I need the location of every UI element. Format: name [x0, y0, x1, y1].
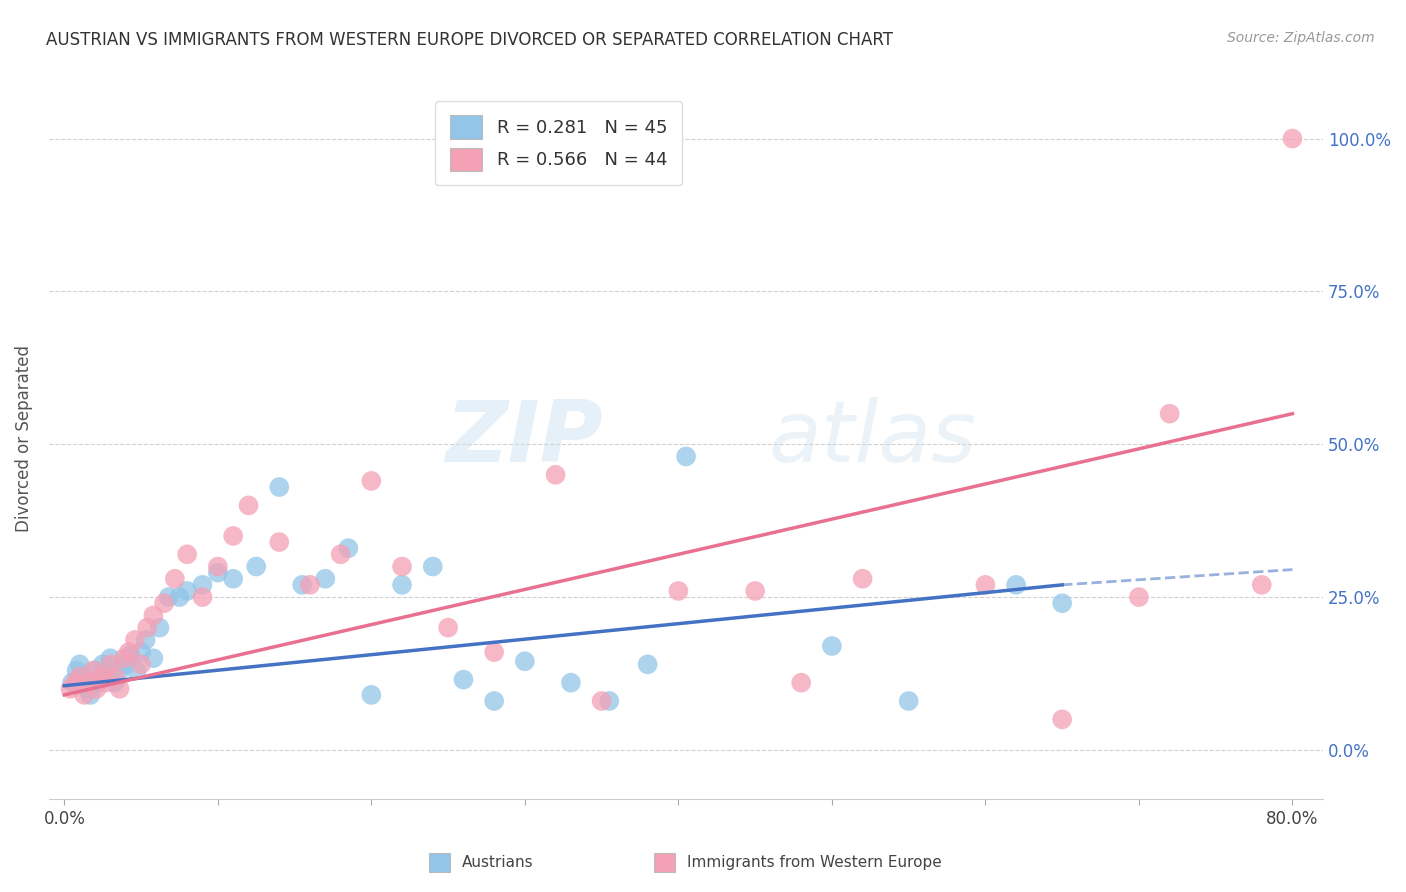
Point: [191, 578, 214, 592]
Point: [222, 529, 245, 543]
Point: [129, 657, 152, 672]
Point: [207, 566, 229, 580]
Point: [69, 657, 91, 672]
Point: [112, 651, 135, 665]
Point: [124, 632, 146, 647]
Point: [65, 664, 87, 678]
Point: [135, 632, 157, 647]
Point: [94, 675, 117, 690]
Bar: [654, 853, 675, 872]
Point: [148, 621, 170, 635]
Point: [1250, 578, 1272, 592]
Point: [1128, 590, 1150, 604]
Point: [482, 694, 505, 708]
Point: [360, 474, 382, 488]
Point: [60, 675, 83, 690]
Point: [63, 675, 86, 690]
Point: [176, 547, 198, 561]
Point: [142, 651, 165, 665]
Point: [821, 639, 844, 653]
Point: [852, 572, 875, 586]
Point: [1159, 407, 1181, 421]
Point: [245, 559, 267, 574]
Point: [974, 578, 997, 592]
Point: [744, 584, 766, 599]
Text: Austrians: Austrians: [461, 855, 533, 870]
Point: [391, 578, 413, 592]
Point: [437, 621, 460, 635]
Point: [329, 547, 352, 561]
Point: [114, 657, 136, 672]
Point: [298, 578, 321, 592]
Y-axis label: Divorced or Separated: Divorced or Separated: [15, 344, 32, 532]
Point: [337, 541, 360, 556]
Point: [84, 664, 107, 678]
Text: Immigrants from Western Europe: Immigrants from Western Europe: [686, 855, 942, 870]
Point: [59, 681, 82, 696]
Point: [453, 673, 475, 687]
Point: [157, 590, 180, 604]
Point: [897, 694, 920, 708]
Point: [104, 669, 127, 683]
Point: [176, 584, 198, 599]
Text: ZIP: ZIP: [446, 397, 603, 480]
Point: [108, 681, 131, 696]
Point: [269, 480, 291, 494]
Point: [666, 584, 689, 599]
Point: [100, 651, 122, 665]
Point: [86, 681, 108, 696]
Point: [73, 688, 96, 702]
Point: [191, 590, 214, 604]
Point: [1050, 712, 1073, 726]
Text: AUSTRIAN VS IMMIGRANTS FROM WESTERN EUROPE DIVORCED OR SEPARATED CORRELATION CHA: AUSTRIAN VS IMMIGRANTS FROM WESTERN EURO…: [46, 31, 893, 49]
Point: [314, 572, 336, 586]
Point: [391, 559, 413, 574]
Point: [87, 675, 110, 690]
Point: [163, 572, 186, 586]
Point: [82, 664, 104, 678]
Point: [76, 681, 98, 696]
Bar: [429, 853, 450, 872]
Point: [675, 450, 697, 464]
Point: [1281, 131, 1303, 145]
Point: [598, 694, 620, 708]
Point: [91, 657, 114, 672]
Point: [120, 648, 142, 662]
Point: [108, 664, 131, 678]
Point: [129, 645, 152, 659]
Point: [222, 572, 245, 586]
Point: [77, 675, 100, 690]
Point: [1050, 596, 1073, 610]
Point: [104, 675, 127, 690]
Text: atlas: atlas: [769, 397, 977, 480]
Point: [291, 578, 314, 592]
Point: [136, 621, 159, 635]
Point: [72, 669, 94, 683]
Point: [125, 664, 148, 678]
Point: [360, 688, 382, 702]
Point: [790, 675, 813, 690]
Point: [591, 694, 613, 708]
Point: [238, 499, 260, 513]
Point: [79, 688, 101, 702]
Point: [560, 675, 582, 690]
Point: [422, 559, 444, 574]
Point: [169, 590, 191, 604]
Point: [1005, 578, 1028, 592]
Point: [142, 608, 165, 623]
Point: [544, 467, 567, 482]
Point: [100, 657, 122, 672]
Point: [482, 645, 505, 659]
Point: [94, 666, 117, 681]
Point: [207, 559, 229, 574]
Point: [69, 669, 91, 683]
Point: [513, 654, 536, 668]
Point: [637, 657, 659, 672]
Point: [118, 645, 141, 659]
Point: [90, 669, 112, 683]
Point: [269, 535, 291, 549]
Legend: R = 0.281   N = 45, R = 0.566   N = 44: R = 0.281 N = 45, R = 0.566 N = 44: [436, 101, 682, 186]
Text: Source: ZipAtlas.com: Source: ZipAtlas.com: [1227, 31, 1375, 45]
Point: [153, 596, 176, 610]
